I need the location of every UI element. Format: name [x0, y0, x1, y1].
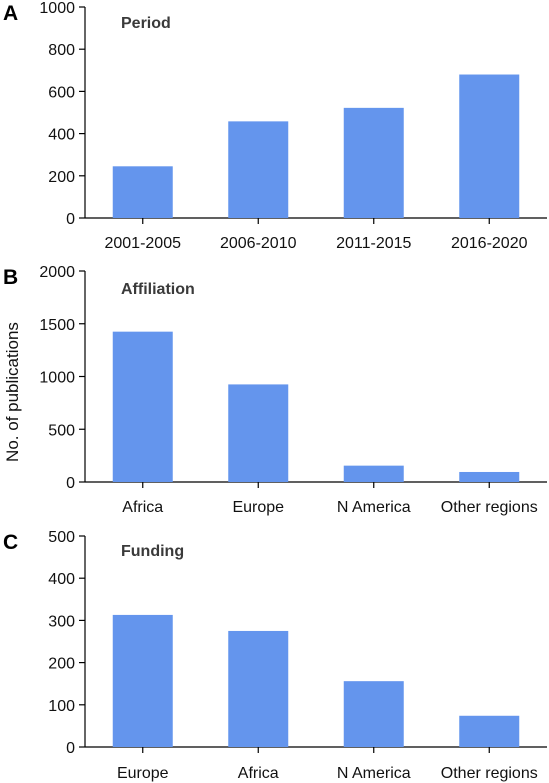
- chart-0-y-tick-label: 400: [48, 127, 75, 144]
- chart-2-y-tick-label: 100: [48, 698, 75, 715]
- chart-1-category-label: N America: [337, 499, 411, 516]
- chart-1-category-label: Other regions: [441, 499, 538, 516]
- chart-2-bar: [112, 614, 173, 747]
- chart-1-y-tick-label: 500: [48, 422, 75, 439]
- chart-0-y-tick-label: 200: [48, 169, 75, 186]
- chart-1-bar: [228, 384, 289, 482]
- chart-2-category-label: Other regions: [441, 765, 538, 782]
- chart-0-y-tick-label: 800: [48, 42, 75, 59]
- y-axis-title: No. of publications: [3, 322, 22, 462]
- chart-2-y-tick-label: 300: [48, 613, 75, 630]
- chart-2-category-label: N America: [337, 765, 411, 782]
- chart-2-category-label: Africa: [238, 765, 279, 782]
- chart-2-bar: [459, 715, 520, 747]
- chart-1-panel-label: B: [3, 266, 18, 289]
- chart-0-category-label: 2006-2010: [220, 235, 297, 252]
- chart-0-y-tick-label: 0: [66, 211, 75, 228]
- chart-0-bar: [459, 74, 520, 219]
- chart-2-panel-label: C: [3, 531, 18, 554]
- chart-2-y-tick-label: 200: [48, 656, 75, 673]
- chart-0-bar: [343, 107, 404, 218]
- chart-2-category-label: Europe: [117, 765, 169, 782]
- chart-0-category-label: 2001-2005: [104, 235, 181, 252]
- chart-1-y-tick-label: 1500: [39, 317, 75, 334]
- chart-1-bar: [112, 331, 173, 482]
- chart-0-category-label: 2016-2020: [451, 235, 528, 252]
- chart-2-y-tick-label: 500: [48, 529, 75, 546]
- chart-1-bar: [343, 465, 404, 482]
- chart-2-bar: [343, 681, 404, 747]
- chart-1-category-label: Africa: [122, 499, 163, 516]
- chart-1-title: Affiliation: [121, 281, 195, 298]
- chart-0-y-tick-label: 1000: [39, 0, 75, 17]
- chart-2-y-tick-label: 0: [66, 740, 75, 757]
- chart-1-y-tick-label: 2000: [39, 264, 75, 281]
- chart-2-bar: [228, 630, 289, 747]
- chart-0-title: Period: [121, 15, 171, 32]
- chart-0-panel-label: A: [3, 2, 18, 25]
- chart-0-category-label: 2011-2015: [336, 235, 411, 252]
- chart-0-y-tick-label: 600: [48, 84, 75, 101]
- chart-2-title: Funding: [121, 543, 184, 560]
- chart-1-category-label: Europe: [232, 499, 284, 516]
- chart-0-bar: [112, 166, 173, 218]
- chart-1-y-tick-label: 0: [66, 475, 75, 492]
- chart-2-y-tick-label: 400: [48, 571, 75, 588]
- chart-1-y-tick-label: 1000: [39, 370, 75, 387]
- chart-1-bar: [459, 471, 520, 482]
- chart-0-bar: [228, 121, 289, 218]
